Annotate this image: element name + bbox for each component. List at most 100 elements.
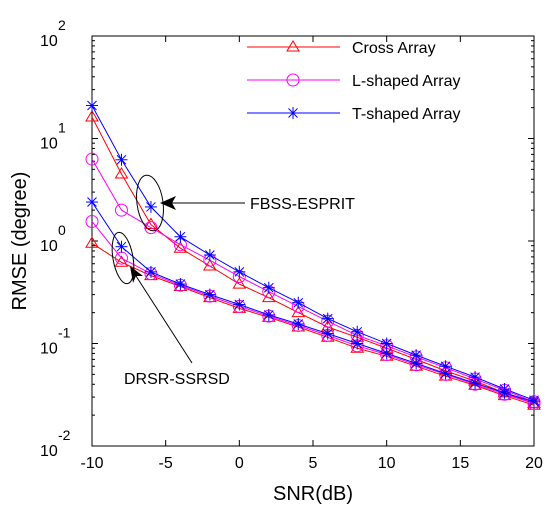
star-marker [262,308,275,321]
series-line [91,105,535,401]
star-stroke [322,328,333,339]
star-stroke [175,231,186,242]
star-marker [380,347,393,360]
x-axis-ticks: -10 -5 0 5 10 15 20 [80,36,543,472]
circle-marker [85,214,99,228]
star-stroke [352,338,363,349]
star-marker [174,230,187,243]
y-axis-label: RMSE (degree) [9,172,31,311]
x-tick-label: 0 [235,455,244,472]
series-line [91,116,535,404]
x-tick-label: 5 [309,455,318,472]
star-stroke [234,267,245,277]
x-axis-label: SNR(dB) [273,483,353,505]
triangle-marker [85,110,99,122]
star-stroke [146,202,156,212]
star-stroke [411,350,421,360]
series-line [91,158,535,403]
star-stroke [146,267,156,277]
series-layer [85,99,541,410]
star-marker [287,107,299,119]
series-line [91,221,535,404]
star-marker [528,395,540,408]
triangle-marker [85,236,99,248]
star-stroke [322,313,333,324]
triangle-marker [232,277,247,289]
star-marker [86,99,98,112]
star-stroke [411,358,421,369]
star-marker [321,327,334,340]
annotation-drsr-ssrsd: DRSR-SSRSD [111,231,230,388]
legend-item-t-shaped-array: T-shaped Array [247,106,461,123]
legend-item-l-shaped-array: L-shaped Array [247,73,461,90]
y-tick-label-base: 10 [40,341,58,358]
series-fbss-esprit-l-shaped-array [85,152,541,409]
legend: Cross Array L-shaped Array T-shaped Array [247,40,461,123]
triangle-marker [144,217,158,229]
triangle-marker [409,359,424,371]
y-tick-label-exponent: -2 [58,427,71,443]
star-marker [292,296,305,309]
triangle-marker [114,255,129,267]
star-stroke [381,338,392,349]
arrowhead-icon [130,266,143,283]
series-line [91,242,535,406]
star-stroke [529,396,539,407]
annotation-ellipse [136,174,164,232]
triangle-marker [286,40,300,52]
star-stroke [263,282,274,293]
star-marker [410,357,423,370]
y-tick-label-base: 10 [40,136,58,153]
y-tick-label-exponent: 0 [58,222,66,238]
y-tick-label-base: 10 [40,238,58,255]
star-marker [469,377,482,390]
star-marker [292,317,305,330]
star-marker [351,325,364,338]
circle-marker [286,73,300,87]
star-marker [233,298,246,311]
x-tick-label: 10 [378,455,396,472]
x-tick-label: 15 [451,455,469,472]
circle-marker [144,221,158,235]
legend-item-cross-array: Cross Array [247,40,436,57]
circle-marker [85,152,99,166]
star-stroke [87,100,97,111]
star-stroke [293,319,304,329]
series-drsr-ssrsd-t-shaped-array [86,196,540,408]
annotation-drsr-ssrsd-label: DRSR-SSRSD [124,371,230,388]
series-fbss-esprit-t-shaped-array [86,99,540,407]
annotation-fbss-esprit-label: FBSS-ESPRIT [250,196,355,213]
star-stroke [116,154,127,165]
legend-label: T-shaped Array [352,106,461,123]
star-stroke [87,197,97,207]
star-marker [262,281,275,294]
triangle-marker [114,167,129,179]
series-fbss-esprit-cross-array [85,110,541,408]
star-stroke [263,310,274,320]
x-tick-label: 20 [525,455,543,472]
circle-marker [114,203,128,217]
series-line [91,201,535,403]
star-marker [498,386,511,399]
annotation-ellipse [111,231,135,285]
star-marker [233,265,246,278]
star-marker [115,240,128,253]
triangle-marker [173,241,188,253]
y-tick-label-exponent: 2 [58,17,66,33]
star-stroke [205,289,215,300]
star-marker [86,196,98,209]
star-stroke [205,250,215,260]
arrowhead-icon [160,196,176,210]
star-stroke [234,299,245,310]
legend-items: Cross Array L-shaped Array T-shaped Array [247,40,461,123]
star-marker [174,278,187,291]
star-stroke [352,326,363,337]
y-tick-label-base: 10 [40,443,58,460]
y-tick-label-base: 10 [40,33,58,50]
star-stroke [381,348,392,359]
annotation-arrow [135,275,193,364]
y-tick-label-exponent: -1 [58,325,71,341]
star-stroke [440,368,451,379]
legend-label: L-shaped Array [352,73,461,90]
